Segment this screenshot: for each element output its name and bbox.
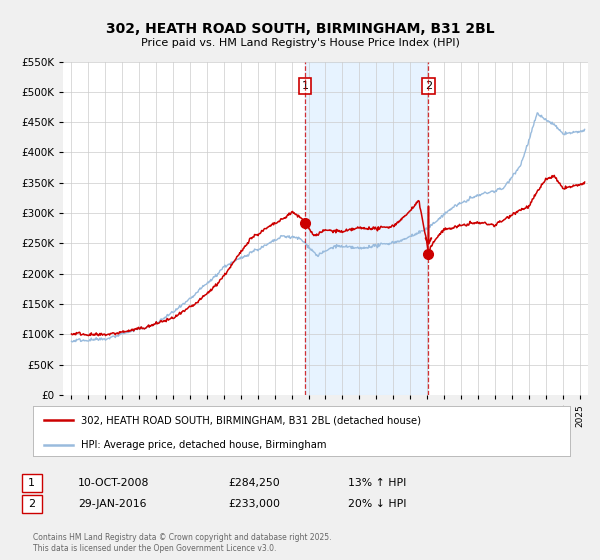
Text: 10-OCT-2008: 10-OCT-2008 — [78, 478, 149, 488]
Text: £284,250: £284,250 — [228, 478, 280, 488]
Text: £233,000: £233,000 — [228, 499, 280, 509]
Text: 20% ↓ HPI: 20% ↓ HPI — [348, 499, 407, 509]
Text: Contains HM Land Registry data © Crown copyright and database right 2025.
This d: Contains HM Land Registry data © Crown c… — [33, 533, 331, 553]
Text: Price paid vs. HM Land Registry's House Price Index (HPI): Price paid vs. HM Land Registry's House … — [140, 38, 460, 48]
Text: 2: 2 — [28, 499, 35, 509]
Text: 1: 1 — [28, 478, 35, 488]
Text: 29-JAN-2016: 29-JAN-2016 — [78, 499, 146, 509]
Text: 13% ↑ HPI: 13% ↑ HPI — [348, 478, 406, 488]
Bar — [305, 62, 428, 395]
Text: HPI: Average price, detached house, Birmingham: HPI: Average price, detached house, Birm… — [82, 440, 327, 450]
Text: 2: 2 — [425, 81, 432, 91]
Text: 302, HEATH ROAD SOUTH, BIRMINGHAM, B31 2BL: 302, HEATH ROAD SOUTH, BIRMINGHAM, B31 2… — [106, 22, 494, 36]
Text: 302, HEATH ROAD SOUTH, BIRMINGHAM, B31 2BL (detached house): 302, HEATH ROAD SOUTH, BIRMINGHAM, B31 2… — [82, 415, 421, 425]
Text: 1: 1 — [301, 81, 308, 91]
